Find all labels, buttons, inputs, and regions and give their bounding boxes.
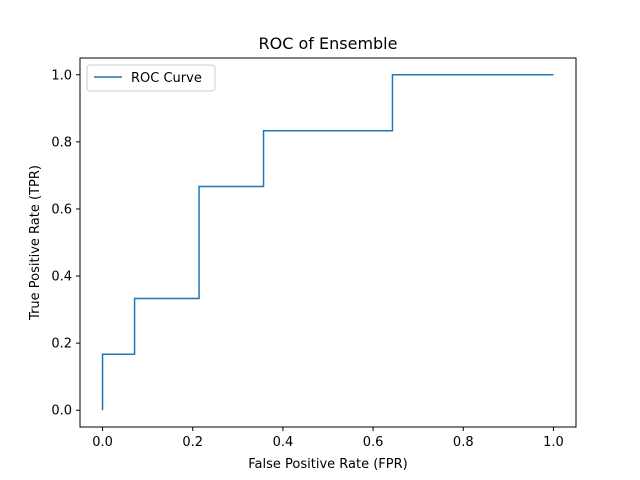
x-tick-label: 0.4 bbox=[273, 435, 294, 450]
series-line-0 bbox=[101, 74, 554, 411]
legend-label: ROC Curve bbox=[131, 71, 202, 86]
plot-frame bbox=[79, 57, 577, 428]
x-tick-label: 0.8 bbox=[453, 435, 474, 450]
y-tick-label: 0.8 bbox=[51, 135, 72, 150]
y-tick-label: 0.2 bbox=[51, 337, 72, 352]
legend: ROC Curve bbox=[86, 64, 216, 92]
plot-area bbox=[80, 58, 576, 427]
series-layer bbox=[101, 74, 554, 411]
y-tick-label: 0.4 bbox=[51, 270, 72, 285]
x-tick-label: 1.0 bbox=[543, 435, 564, 450]
legend-box bbox=[86, 64, 216, 92]
y-tick-label: 0.6 bbox=[51, 202, 72, 217]
y-tick-label: 1.0 bbox=[51, 68, 72, 83]
y-axis: 0.0 0.2 0.4 0.6 0.8 1.0 bbox=[51, 68, 80, 419]
x-axis: 0.0 0.2 0.4 0.6 0.8 1.0 bbox=[92, 427, 564, 450]
y-tick-label: 0.0 bbox=[51, 404, 72, 419]
x-tick-label: 0.2 bbox=[182, 435, 203, 450]
x-tick-label: 0.6 bbox=[363, 435, 384, 450]
x-axis-label: False Positive Rate (FPR) bbox=[248, 457, 407, 472]
chart-title: ROC of Ensemble bbox=[259, 34, 398, 53]
x-tick-label: 0.0 bbox=[92, 435, 113, 450]
y-axis-label: True Positive Rate (TPR) bbox=[28, 165, 43, 321]
